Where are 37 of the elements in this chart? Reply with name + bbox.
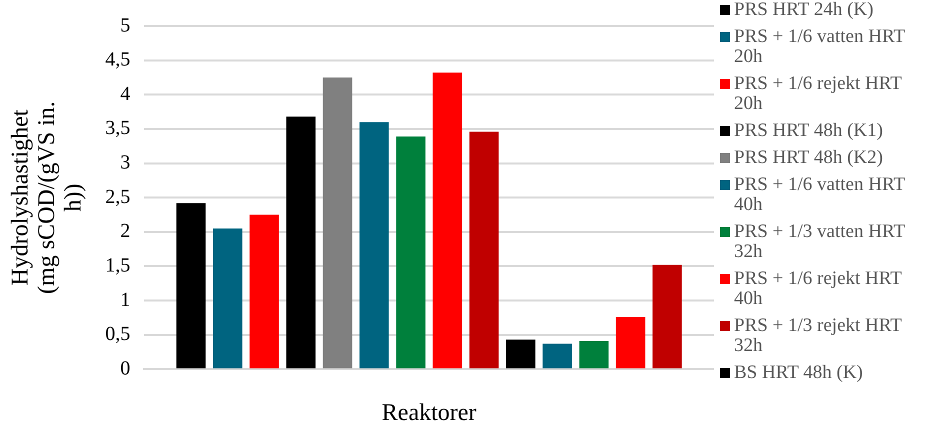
legend-label: PRS + 1/6 vatten HRT 40h xyxy=(734,174,906,215)
bar xyxy=(250,214,279,368)
y-tick-label: 1,5 xyxy=(105,254,130,276)
y-tick-label: 4,5 xyxy=(105,48,130,71)
bar xyxy=(652,264,682,368)
y-tick-label: 3,5 xyxy=(105,117,130,140)
x-axis-title: Reaktorer xyxy=(382,400,476,426)
legend-label: PRS + 1/6 rejekt HRT 40h xyxy=(734,268,903,309)
y-tick-label: 4 xyxy=(120,82,130,105)
y-tick-label: 2,5 xyxy=(105,186,130,208)
bar xyxy=(322,77,352,368)
bar xyxy=(542,344,572,368)
y-tick-label: 0,5 xyxy=(105,323,130,346)
bar xyxy=(176,203,206,368)
y-tick-label: 5 xyxy=(120,14,130,36)
legend-label: PRS + 1/3 rejekt HRT 32h xyxy=(734,315,903,356)
y-tick-label: 3 xyxy=(120,152,130,174)
y-tick-label: 1 xyxy=(120,288,130,311)
bar xyxy=(616,317,646,368)
y-axis-title: Hydrolyshastighet (mg sCOD/(gVS in. h)) xyxy=(7,101,86,294)
legend-label: PRS + 1/6 rejekt HRT 20h xyxy=(734,73,903,114)
legend-label: PRS + 1/6 vatten HRT 20h xyxy=(734,26,906,67)
legend-label: PRS + 1/3 vatten HRT 32h xyxy=(734,221,906,262)
legend-label: PRS HRT 48h (K1) xyxy=(734,120,883,141)
bar xyxy=(506,340,536,368)
bar xyxy=(396,136,426,368)
legend-label: BS HRT 48h (K) xyxy=(734,362,863,383)
bar xyxy=(432,72,462,368)
legend-label: PRS HRT 48h (K2) xyxy=(734,147,883,168)
bar xyxy=(286,116,316,368)
bar xyxy=(579,341,609,368)
legend-label: PRS HRT 24h (K) xyxy=(734,0,874,20)
y-tick-label: 2 xyxy=(120,220,130,242)
y-tick-label: 0 xyxy=(120,357,130,380)
bar xyxy=(469,132,499,368)
bar xyxy=(212,228,242,368)
bar xyxy=(360,122,389,368)
